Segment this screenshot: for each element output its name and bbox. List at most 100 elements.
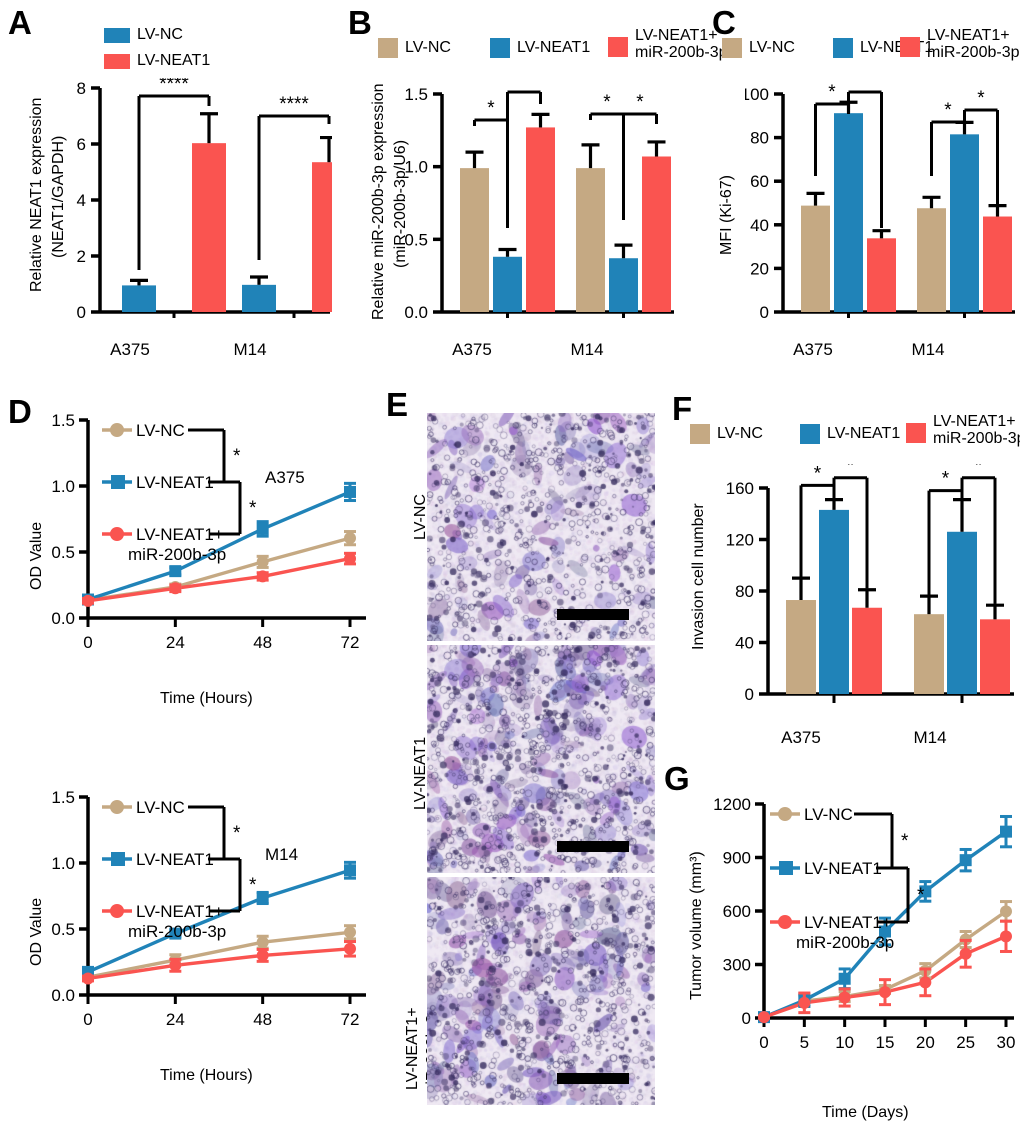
svg-text:LV-NEAT1: LV-NEAT1 [136, 850, 214, 869]
panel-a-svg: 0 2 4 6 8 **** **** [77, 78, 332, 318]
svg-text:600: 600 [723, 902, 751, 921]
svg-text:1.0: 1.0 [51, 477, 75, 496]
legend-swatch-combo [608, 37, 628, 57]
svg-text:*: * [814, 464, 822, 484]
micrograph-canvas [427, 645, 655, 873]
panel-f-legend-item-1: LV-NEAT1 [800, 424, 900, 444]
svg-text:10: 10 [835, 1033, 854, 1052]
legend-swatch-lv-nc [722, 38, 742, 58]
panel-g-label: G [664, 760, 690, 797]
panel-c-plot: 0 20 40 60 80 100 * ** * * [745, 80, 1017, 318]
svg-text:0.5: 0.5 [404, 230, 428, 249]
panel-b-plot: 0.0 0.5 1.0 1.5 * ** * * [404, 80, 676, 318]
svg-text:900: 900 [723, 849, 751, 868]
svg-text:25: 25 [956, 1033, 975, 1052]
panel-c-legend-item-2: LV-NEAT1+ miR-200b-3p [900, 27, 1020, 62]
svg-text:LV-NC: LV-NC [804, 805, 853, 824]
legend-label: LV-NEAT1 [137, 52, 211, 69]
svg-text:*: * [636, 92, 644, 113]
legend-label-line2: miR-200b-3p [927, 43, 1020, 61]
panel-a-plot: 0 2 4 6 8 **** **** [62, 78, 332, 318]
svg-text:LV-NEAT1+: LV-NEAT1+ [136, 902, 224, 921]
svg-text:2: 2 [77, 247, 86, 266]
svg-text:1.0: 1.0 [51, 854, 75, 873]
svg-text:0: 0 [742, 1009, 751, 1028]
svg-text:LV-NC: LV-NC [136, 798, 185, 817]
scale-bar [557, 841, 629, 852]
panel-g-xlabel: Time (Days) [822, 1104, 909, 1121]
legend-label: LV-NEAT1 [827, 424, 901, 442]
svg-text:5: 5 [800, 1033, 809, 1052]
panel-d1-ylabel: OD Value [28, 521, 45, 590]
legend-label: LV-NEAT1+ miR-200b-3p [927, 27, 1020, 62]
svg-text:40: 40 [735, 634, 754, 653]
svg-text:0: 0 [83, 1010, 92, 1029]
legend-swatch-lv-neat1 [833, 38, 853, 58]
panel-e-image-combo [427, 877, 655, 1105]
svg-text:miR-200b-3p: miR-200b-3p [128, 922, 226, 941]
legend-swatch-lv-neat1 [490, 38, 510, 58]
svg-text:miR-200b-3p: miR-200b-3p [128, 545, 226, 564]
svg-text:*: * [828, 82, 836, 103]
svg-text:0.5: 0.5 [51, 543, 75, 562]
panel-g-plot: 0 300 600 900 1200 0 5 10 15 20 25 30 LV-NC LV-NEAT1 L… [706, 790, 1016, 1060]
panel-a-legend-item-0: LV-NC [104, 26, 183, 44]
svg-text:*: * [487, 98, 495, 119]
svg-text:*: * [917, 885, 925, 906]
panel-f-legend-item-0: LV-NC [690, 424, 763, 444]
svg-text:*: * [944, 100, 952, 121]
svg-text:LV-NC: LV-NC [136, 421, 185, 440]
panel-e-image-lv-neat1 [427, 645, 655, 873]
panel-f-legend-item-2: LV-NEAT1+ miR-200b-3p [906, 413, 1020, 448]
svg-text:0.5: 0.5 [51, 920, 75, 939]
micrograph-canvas [427, 877, 655, 1105]
svg-text:80: 80 [735, 582, 754, 601]
svg-text:300: 300 [723, 956, 751, 975]
legend-swatch-lv-nc [378, 38, 398, 58]
svg-text:1.5: 1.5 [51, 411, 75, 430]
svg-text:LV-NEAT1+: LV-NEAT1+ [804, 913, 892, 932]
svg-text:LV-NEAT1: LV-NEAT1 [136, 473, 214, 492]
svg-text:160: 160 [726, 479, 754, 498]
svg-text:30: 30 [997, 1033, 1016, 1052]
legend-label: LV-NC [717, 424, 763, 442]
svg-text:0: 0 [760, 303, 769, 318]
panel-d1-svg: 0.0 0.5 1.0 1.5 0 24 48 72 LV-NC LV-NEAT1 LV-NEAT1… [51, 411, 366, 652]
panel-f-plot: 0 40 80 120 160 * * * * [716, 464, 1016, 708]
svg-text:100: 100 [745, 85, 769, 104]
panel-d1-annotation: A375 [265, 468, 305, 487]
svg-text:60: 60 [750, 172, 769, 191]
svg-text:0.0: 0.0 [51, 609, 75, 628]
svg-text:24: 24 [166, 633, 185, 652]
panel-d2-ylabel: OD Value [28, 897, 45, 966]
panel-a-ylabel-line1: Relative NEAT1 expression [28, 97, 45, 292]
svg-text:miR-200b-3p: miR-200b-3p [796, 933, 894, 952]
svg-text:0.0: 0.0 [404, 303, 428, 318]
panel-f-cat-1: M14 [913, 728, 947, 747]
panel-d1-plot: 0.0 0.5 1.0 1.5 0 24 48 72 LV-NC LV-NEAT1 LV-NEAT1… [48, 408, 368, 658]
panel-f-label: F [672, 390, 693, 427]
panel-a-cat-1: M14 [233, 340, 267, 359]
panel-b-ylabel-line1: Relative miR-200b-3p expression [370, 83, 387, 320]
panel-d2-xlabel: Time (Hours) [160, 1067, 253, 1084]
legend-label: LV-NC [405, 38, 451, 56]
svg-text:**: ** [858, 80, 873, 91]
panel-a-cat-0: A375 [110, 340, 150, 359]
svg-text:****: **** [159, 78, 189, 95]
legend-label-line2: miR-200b-3p [933, 429, 1020, 447]
panel-d-label: D [8, 393, 32, 430]
svg-text:*: * [249, 875, 257, 896]
panel-d2-plot: 0.0 0.5 1.0 1.5 0 24 48 72 LV-NC LV-NEAT1 LV-NEAT1… [48, 785, 368, 1035]
panel-b-legend-item-2: LV-NEAT1+ miR-200b-3p [608, 27, 740, 62]
svg-text:1.5: 1.5 [51, 788, 75, 807]
svg-text:0: 0 [77, 303, 86, 318]
panel-e-label: E [386, 386, 409, 423]
svg-text:*: * [249, 498, 257, 519]
legend-swatch-combo [900, 37, 920, 57]
legend-label-line1: LV-NEAT1+ [927, 27, 1010, 44]
svg-text:*: * [233, 446, 241, 467]
legend-label-line1: LV-NEAT1+ [933, 413, 1016, 430]
panel-a-legend-item-1: LV-NEAT1 [104, 52, 211, 70]
panel-c-ylabel: MFI (Ki-67) [718, 175, 735, 255]
